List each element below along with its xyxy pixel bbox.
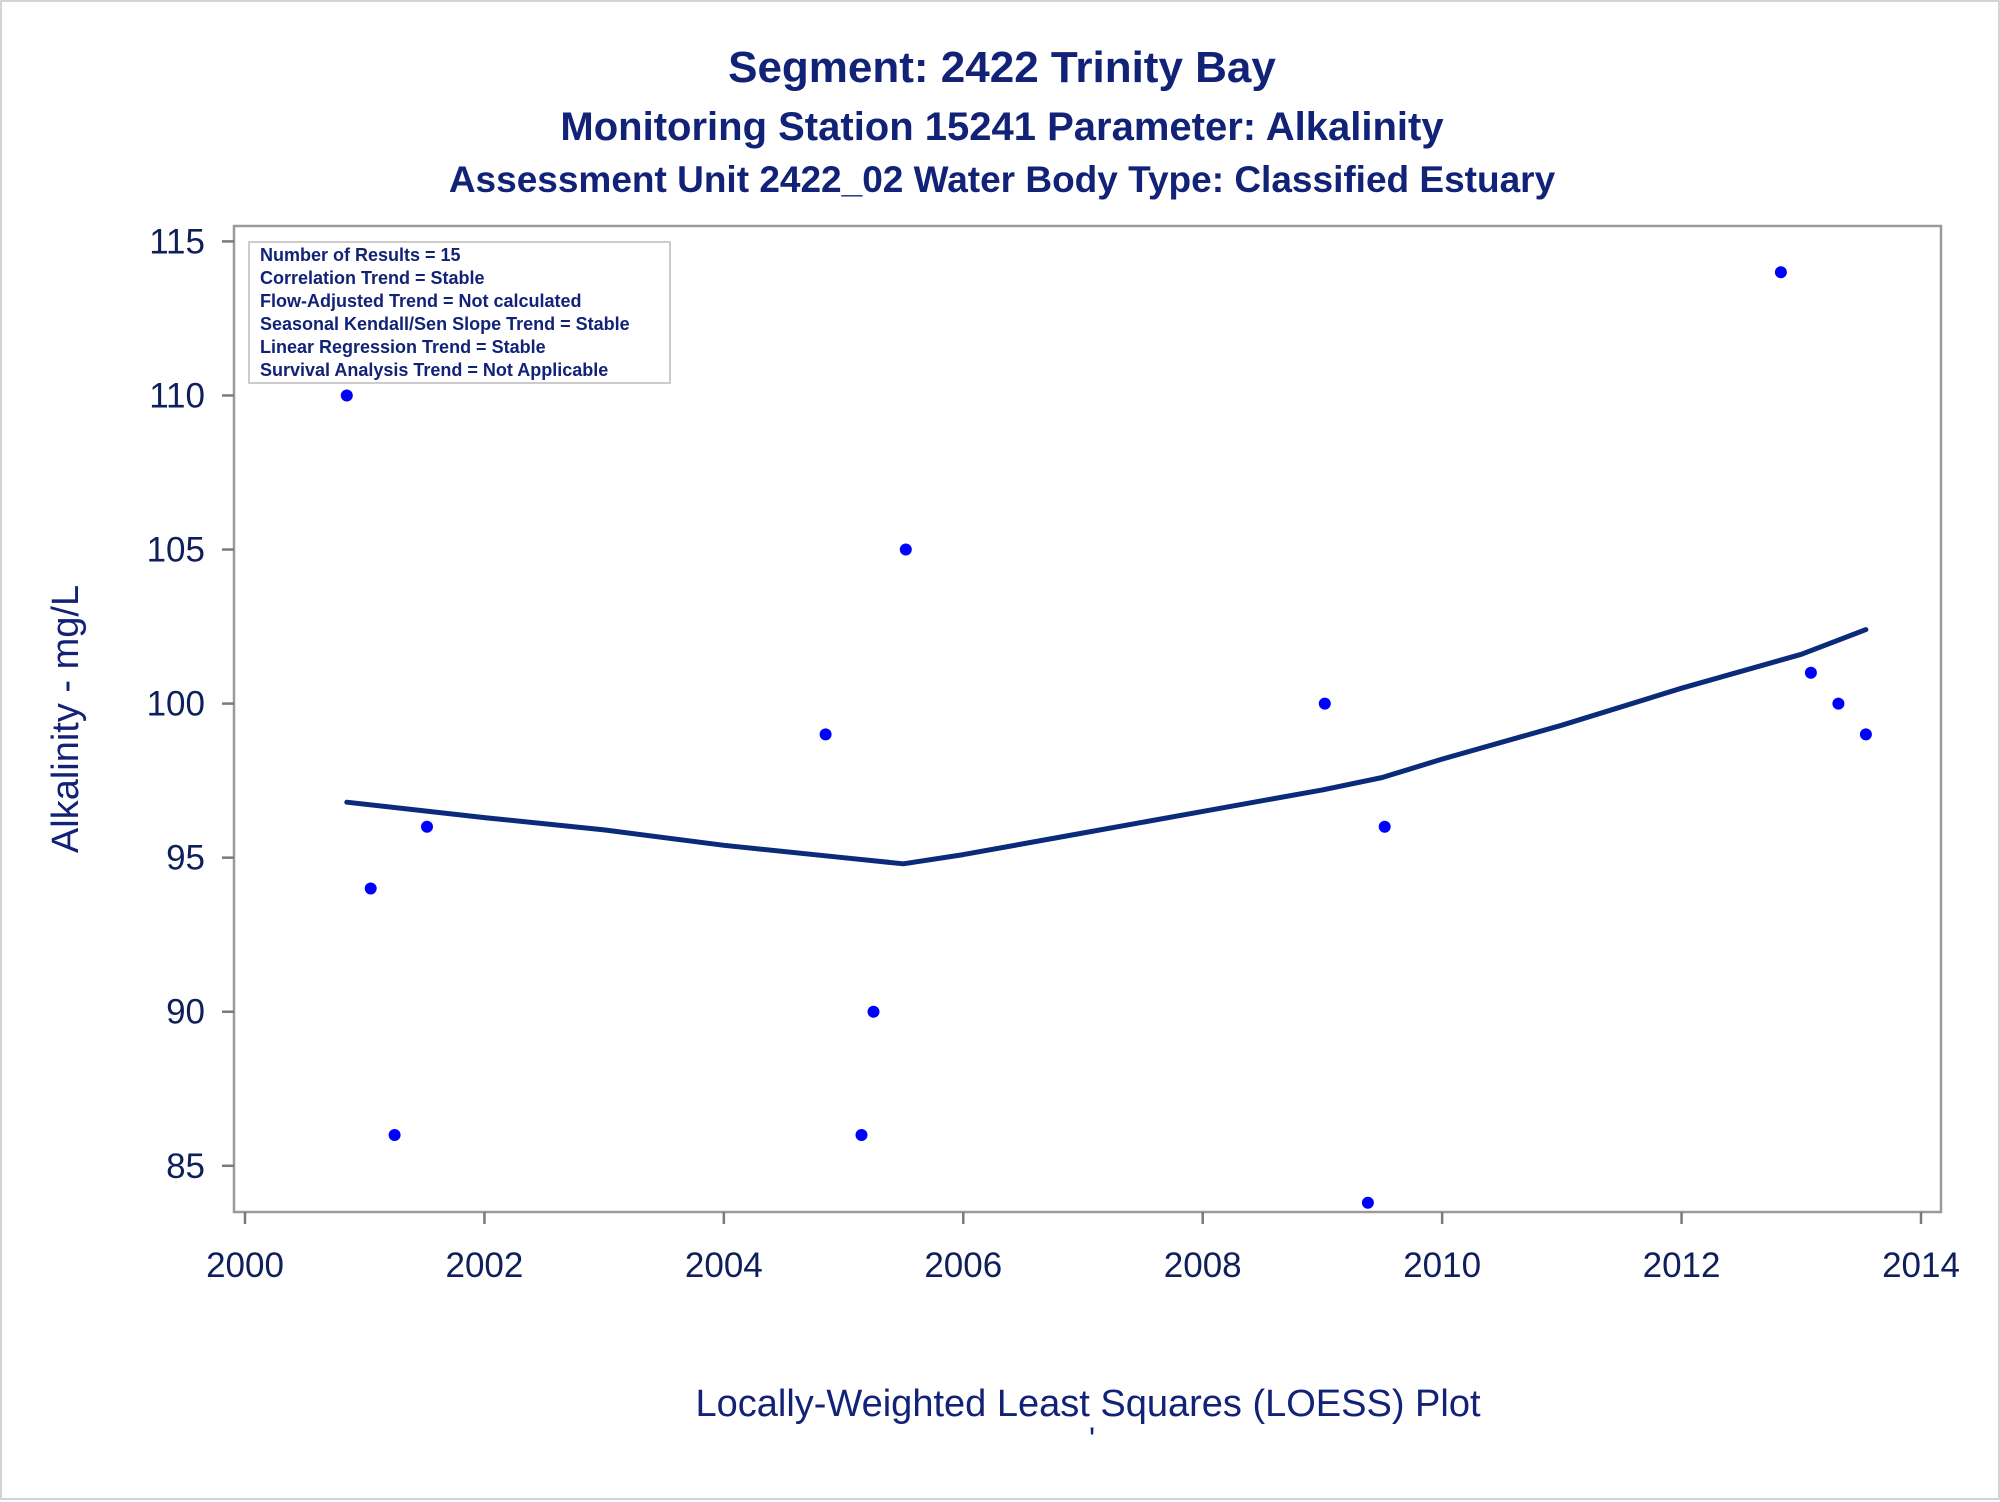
x-tick-label-2002: 2002: [445, 1246, 523, 1285]
y-tick-label-105: 105: [147, 531, 205, 570]
data-point-5: [819, 728, 832, 741]
scatter-series: [340, 266, 1872, 1209]
y-tick-label-115: 115: [149, 222, 205, 261]
x-axis: 2000 2002 2004 2006 2008 2010 2012 2014: [206, 1212, 1960, 1285]
trend-line-linear-regression: Linear Regression Trend = Stable: [260, 337, 546, 357]
trend-line-survival-analysis: Survival Analysis Trend = Not Applicable: [260, 360, 608, 380]
data-point-14: [1832, 697, 1845, 710]
data-point-10: [1361, 1196, 1374, 1209]
chart-subtitle-2: Assessment Unit 2422_02 Water Body Type:…: [449, 159, 1556, 200]
x-tick-label-2014: 2014: [1882, 1246, 1960, 1285]
x-tick-label-2012: 2012: [1643, 1246, 1721, 1285]
data-point-12: [1774, 266, 1787, 279]
x-tick-label-2008: 2008: [1164, 1246, 1242, 1285]
trend-line-flow-adjusted: Flow-Adjusted Trend = Not calculated: [260, 291, 582, 311]
data-point-9: [1318, 697, 1331, 710]
y-axis-label: Alkalinity - mg/L: [45, 585, 87, 853]
trend-line-results: Number of Results = 15: [260, 245, 461, 265]
plot-area: [232, 224, 1943, 1214]
footnote-mark: ': [1089, 1421, 1095, 1457]
loess-fit-line: [344, 627, 1869, 867]
loess-series: [344, 627, 1869, 867]
data-point-13: [1804, 666, 1817, 679]
data-point-2: [364, 882, 377, 895]
data-point-11: [1378, 820, 1391, 833]
chart-title: Segment: 2422 Trinity Bay: [728, 43, 1276, 92]
x-axis-label: Locally-Weighted Least Squares (LOESS) P…: [695, 1383, 1480, 1425]
trend-summary-border: [248, 241, 671, 384]
y-tick-label-90: 90: [166, 993, 205, 1032]
data-point-1: [340, 389, 353, 402]
data-point-3: [388, 1129, 401, 1141]
y-axis: 85 90 95 100 105 110 115: [147, 222, 234, 1186]
trend-summary-box: Number of Results = 15 Correlation Trend…: [248, 241, 671, 384]
trend-line-seasonal-kendall: Seasonal Kendall/Sen Slope Trend = Stabl…: [260, 314, 630, 334]
y-tick-label-85: 85: [166, 1147, 205, 1186]
trend-line-correlation: Correlation Trend = Stable: [260, 268, 485, 288]
y-tick-label-100: 100: [147, 685, 205, 724]
y-tick-label-95: 95: [166, 839, 205, 878]
x-tick-label-2000: 2000: [206, 1246, 284, 1285]
data-point-8: [899, 543, 912, 556]
x-tick-label-2006: 2006: [924, 1246, 1002, 1285]
data-point-7: [867, 1005, 880, 1018]
y-tick-label-110: 110: [149, 376, 205, 415]
x-tick-label-2004: 2004: [685, 1246, 763, 1285]
chart-subtitle: Monitoring Station 15241 Parameter: Alka…: [560, 105, 1444, 149]
data-point-15: [1859, 728, 1872, 741]
x-tick-label-2010: 2010: [1403, 1246, 1481, 1285]
data-point-4: [421, 820, 433, 833]
data-point-6: [855, 1129, 868, 1141]
